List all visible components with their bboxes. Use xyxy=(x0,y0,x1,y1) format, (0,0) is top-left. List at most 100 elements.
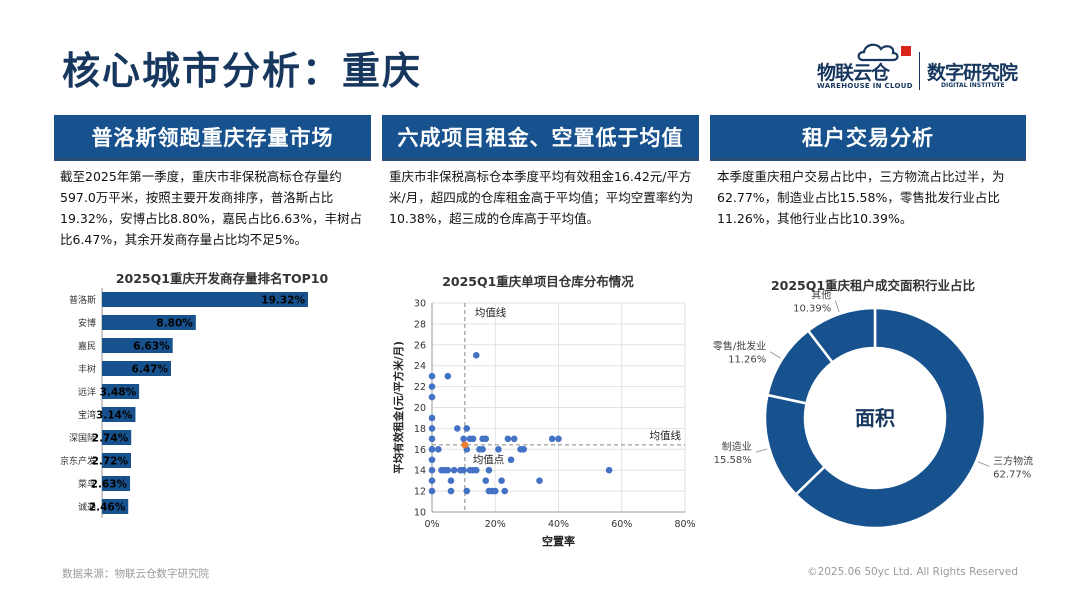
cloud-icon xyxy=(857,43,911,62)
mean-horizontal-line-label: 均值线 xyxy=(650,429,682,442)
scatter-point xyxy=(555,435,562,443)
scatter-y-tick-label: 24 xyxy=(414,361,426,372)
scatter-point xyxy=(428,425,436,432)
bar xyxy=(102,338,173,353)
scatter-point xyxy=(450,466,458,474)
scatter-point xyxy=(463,425,471,432)
bar-value-label: 2.63% xyxy=(91,479,128,491)
bar-value-label: 6.63% xyxy=(133,341,170,353)
bar-category-label: 嘉民 xyxy=(78,340,96,352)
scatter-point xyxy=(510,435,518,443)
bar-category-label: 菜鸟 xyxy=(78,478,96,490)
bar-category-label: 宝湾 xyxy=(78,409,96,421)
bar xyxy=(102,453,132,468)
logo-institute-en: DIGITAL INSTITUTE xyxy=(941,82,1005,89)
logo-divider xyxy=(919,52,920,90)
bar xyxy=(102,361,171,376)
scatter-point xyxy=(485,466,493,474)
red-square-icon xyxy=(901,46,911,56)
bar xyxy=(102,407,136,422)
bar-value-label: 19.32% xyxy=(261,295,305,307)
bar xyxy=(102,430,132,445)
mean-point-label: 均值点 xyxy=(473,453,505,466)
warehouse-scatter-chart: 2025Q1重庆单项目仓库分布情况 10 12 14 16 18 20 22 24 26 28 30… xyxy=(392,274,696,548)
bar-value-label: 2.72% xyxy=(92,456,129,468)
section-banner-rent: 六成项目租金、空置低于均值 xyxy=(382,115,699,159)
donut-slice-value: 10.39% xyxy=(793,304,831,315)
bar-category-label: 远洋 xyxy=(78,386,96,398)
scatter-point xyxy=(536,477,543,484)
bar-value-label: 3.48% xyxy=(100,387,137,399)
donut-slice xyxy=(794,306,987,530)
donut-center-label: 面积 xyxy=(855,406,895,430)
bar xyxy=(102,315,196,330)
scatter-point xyxy=(428,383,436,390)
scatter-point xyxy=(428,446,436,453)
scatter-point xyxy=(444,466,452,474)
bar-category-label: 深国际 xyxy=(69,433,96,444)
scatter-y-tick-label: 12 xyxy=(414,487,426,498)
donut-slice-name: 零售/批发业 xyxy=(713,340,766,353)
bar-category-label: 丰树 xyxy=(78,363,96,375)
bar xyxy=(102,499,129,514)
bar-chart-title: 2025Q1重庆开发商存量排名TOP10 xyxy=(116,271,329,286)
donut-leader-line xyxy=(834,300,840,313)
developer-ranking-bar-chart: 2025Q1重庆开发商存量排名TOP10 普洛斯 19.32% 安博 8.80% 嘉民 6… xyxy=(60,271,329,518)
scatter-y-tick-label: 30 xyxy=(414,299,426,310)
donut-leader-line xyxy=(770,351,781,359)
bar xyxy=(102,476,131,491)
logo-brand: 物联云仓 xyxy=(817,62,890,84)
banner-underline xyxy=(710,158,1026,161)
scatter-point xyxy=(428,435,436,443)
scatter-x-axis-title: 空置率 xyxy=(542,534,575,548)
logo-institute: 数字研究院 xyxy=(927,62,1018,84)
donut-leader-line xyxy=(977,461,990,467)
scatter-point xyxy=(428,477,436,484)
scatter-point xyxy=(501,487,509,495)
banner-underline xyxy=(54,158,371,161)
section-banner-tenants: 租户交易分析 xyxy=(710,115,1026,159)
bar xyxy=(102,292,308,307)
section-text-tenants: 本季度重庆租户交易占比中，三方物流占比过半，为62.77%，制造业占比15.58… xyxy=(717,169,1005,226)
scatter-point xyxy=(428,414,436,422)
donut-leader-line xyxy=(755,448,768,453)
scatter-y-tick-label: 10 xyxy=(414,508,426,519)
scatter-point xyxy=(507,456,515,464)
scatter-point xyxy=(472,466,480,474)
scatter-x-tick-label: 20% xyxy=(485,519,506,530)
mean-point xyxy=(461,441,469,449)
scatter-y-tick-label: 26 xyxy=(414,340,426,351)
scatter-point xyxy=(482,477,490,484)
footer-source: 数据来源：物联云仓数字研究院 xyxy=(62,568,209,580)
scatter-point xyxy=(428,372,436,380)
section-text-developers: 截至2025年第一季度，重庆市非保税高标仓存量约597.0万平米，按照主要开发商… xyxy=(60,169,363,247)
scatter-point xyxy=(454,425,461,432)
scatter-point xyxy=(428,393,436,401)
donut-slice-value: 11.26% xyxy=(728,355,766,366)
scatter-point xyxy=(428,466,436,474)
scatter-x-tick-label: 0% xyxy=(424,519,439,530)
scatter-point xyxy=(504,435,512,443)
bar-category-label: 京东产发 xyxy=(60,455,96,467)
scatter-point xyxy=(447,477,455,484)
scatter-y-tick-label: 20 xyxy=(414,403,426,414)
section-banner-developers: 普洛斯领跑重庆存量市场 xyxy=(54,115,371,159)
scatter-point xyxy=(498,477,505,484)
bar-value-label: 2.46% xyxy=(89,502,126,514)
scatter-chart-title: 2025Q1重庆单项目仓库分布情况 xyxy=(442,274,634,289)
donut-slice xyxy=(806,306,877,365)
scatter-y-tick-label: 22 xyxy=(414,382,426,393)
bar-value-label: 6.47% xyxy=(132,364,169,376)
scatter-point xyxy=(428,456,436,464)
scatter-y-tick-label: 16 xyxy=(414,445,426,456)
scatter-point xyxy=(460,466,467,474)
scatter-y-tick-label: 28 xyxy=(414,319,426,330)
scatter-point xyxy=(605,466,613,474)
bar-value-label: 3.14% xyxy=(96,410,133,422)
scatter-point xyxy=(428,487,436,495)
section-text-rent: 重庆市非保税高标仓本季度平均有效租金16.42元/平方米/月，超四成的仓库租金高… xyxy=(389,169,694,226)
banner-underline xyxy=(382,158,699,161)
brand-logo: 物联云仓 WAREHOUSE IN CLOUD 数字研究院 DIGITAL IN… xyxy=(815,40,1035,100)
scatter-point xyxy=(548,435,556,443)
donut-slice-name: 制造业 xyxy=(722,440,752,453)
